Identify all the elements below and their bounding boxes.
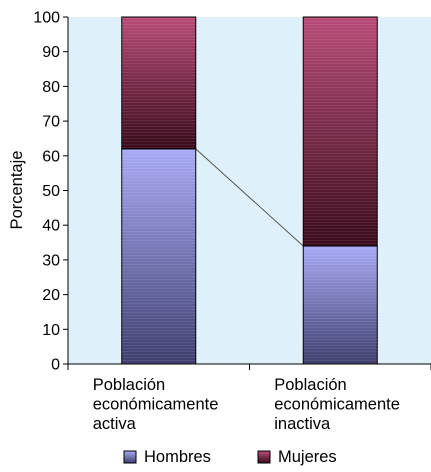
bar-mujeres-2 [302, 16, 378, 247]
series-line [195, 148, 304, 247]
legend-swatch-mujeres [257, 450, 271, 464]
x-category-label: Población económicamente activa [93, 376, 219, 433]
legend-swatch-hombres [123, 450, 137, 464]
x-category-label-line: activa [93, 415, 137, 433]
y-tick-label: 40 [42, 218, 60, 235]
bar-hombres-2 [302, 245, 378, 365]
x-category-label: Población económicamente inactiva [274, 376, 400, 433]
y-tick-label: 100 [33, 10, 60, 27]
x-category-label-line: económicamente [93, 396, 219, 414]
bar-hombres-1 [121, 148, 197, 365]
x-category-label-line: Población [274, 376, 346, 394]
x-category-label-line: inactiva [274, 415, 331, 433]
y-tick-label: 30 [42, 252, 60, 269]
y-tick-label: 60 [42, 148, 60, 165]
x-category-label-line: económicamente [274, 396, 400, 414]
bar-mujeres-1 [121, 16, 197, 150]
y-axis-title: Porcentaje [8, 151, 26, 230]
y-tick-label: 70 [42, 114, 60, 131]
y-tick-label: 90 [42, 44, 60, 61]
y-tick-label: 50 [42, 183, 60, 200]
x-category-label-line: Población [93, 376, 165, 394]
legend-label-hombres: Hombres [144, 448, 211, 466]
legend-label-mujeres: Mujeres [278, 448, 337, 466]
y-tick-label: 20 [42, 287, 60, 304]
y-tick-label: 80 [42, 79, 60, 96]
y-tick-label: 0 [51, 357, 60, 374]
y-tick-label: 10 [42, 322, 60, 339]
